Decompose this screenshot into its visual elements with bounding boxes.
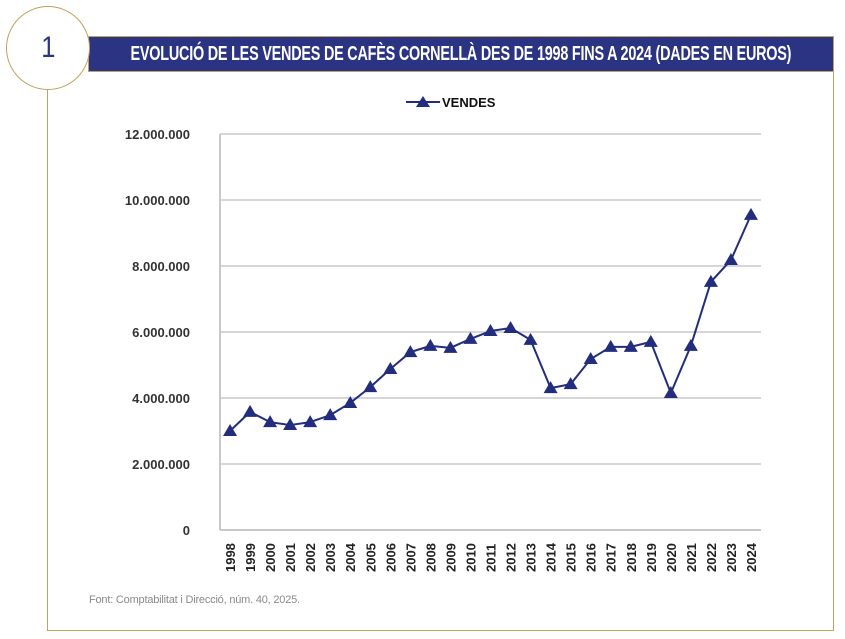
x-tick-label: 2017 bbox=[604, 543, 619, 572]
x-tick-label: 2018 bbox=[624, 543, 639, 572]
x-tick-label: 2004 bbox=[343, 542, 358, 572]
data-point-marker bbox=[543, 381, 558, 394]
data-point-marker bbox=[403, 345, 418, 358]
y-tick-label: 10.000.000 bbox=[125, 193, 190, 208]
x-tick-label: 2001 bbox=[283, 543, 298, 572]
x-tick-label: 2007 bbox=[403, 543, 418, 572]
data-point-marker bbox=[463, 331, 478, 344]
x-tick-label: 2011 bbox=[484, 544, 499, 572]
data-point-marker bbox=[303, 415, 318, 428]
data-point-marker bbox=[603, 339, 618, 352]
data-point-marker bbox=[723, 253, 738, 266]
data-point-marker bbox=[563, 377, 578, 390]
source-note: Font: Comptabilitat i Direcció, núm. 40,… bbox=[89, 594, 300, 606]
legend: VENDES bbox=[406, 95, 496, 110]
title-bar: Evolució de les vendes de Cafès Cornellà… bbox=[88, 36, 834, 72]
gridlines bbox=[220, 133, 761, 465]
x-tick-label: 2021 bbox=[684, 543, 699, 572]
figure-number-badge: 1 bbox=[6, 6, 90, 90]
y-tick-label: 6.000.000 bbox=[132, 325, 190, 340]
data-point-marker bbox=[583, 352, 598, 365]
y-tick-label: 4.000.000 bbox=[132, 391, 190, 406]
data-point-marker bbox=[703, 274, 718, 287]
data-point-marker bbox=[223, 424, 238, 436]
data-point-marker bbox=[323, 408, 338, 421]
y-tick-label: 0 bbox=[183, 523, 190, 538]
x-tick-label: 2006 bbox=[383, 543, 398, 572]
legend-label: VENDES bbox=[442, 95, 496, 110]
data-point-marker bbox=[443, 340, 458, 353]
x-tick-label: 2016 bbox=[584, 543, 599, 572]
x-tick-label: 1998 bbox=[223, 543, 238, 572]
x-tick-label: 2003 bbox=[323, 543, 338, 572]
y-tick-label: 8.000.000 bbox=[132, 259, 190, 274]
x-tick-label: 2009 bbox=[443, 543, 458, 572]
x-tick-label: 2012 bbox=[504, 543, 519, 572]
data-point-marker bbox=[243, 404, 258, 417]
x-tick-label: 2022 bbox=[704, 543, 719, 572]
data-point-marker bbox=[683, 338, 698, 351]
y-tick-label: 2.000.000 bbox=[132, 457, 190, 472]
x-tick-label: 2024 bbox=[744, 542, 759, 572]
x-tick-label: 2019 bbox=[644, 543, 659, 572]
data-point-marker bbox=[623, 339, 638, 352]
x-tick-label: 2005 bbox=[363, 543, 378, 572]
data-point-marker bbox=[383, 361, 398, 374]
x-tick-label: 2013 bbox=[524, 543, 539, 572]
chart-frame bbox=[47, 64, 834, 631]
data-point-marker bbox=[263, 415, 278, 428]
y-tick-label: 12.000.000 bbox=[125, 127, 190, 142]
data-point-marker bbox=[663, 386, 678, 399]
x-tick-label: 2000 bbox=[263, 543, 278, 572]
series-vendes bbox=[223, 207, 758, 436]
x-tick-label: 2010 bbox=[463, 543, 478, 572]
data-point-marker bbox=[283, 418, 298, 431]
x-tick-label: 2020 bbox=[664, 543, 679, 572]
data-point-marker bbox=[363, 380, 378, 393]
data-point-marker bbox=[523, 332, 538, 345]
x-tick-label: 2008 bbox=[423, 543, 438, 572]
axes bbox=[219, 134, 761, 531]
figure-number: 1 bbox=[40, 31, 56, 64]
data-point-marker bbox=[643, 334, 658, 347]
x-tick-label: 1999 bbox=[243, 543, 258, 572]
x-axis-tick-labels: 1998 1999 2000 2001 2002 2003 2004 2005 2006 2007… bbox=[223, 542, 759, 572]
x-tick-label: 2023 bbox=[724, 543, 739, 572]
data-point-marker bbox=[483, 324, 498, 337]
x-tick-label: 2014 bbox=[544, 542, 559, 572]
x-tick-label: 2015 bbox=[564, 543, 579, 572]
x-tick-label: 2002 bbox=[303, 543, 318, 572]
chart-title: Evolució de les vendes de Cafès Cornellà… bbox=[130, 42, 792, 65]
y-axis-tick-labels: 0 2.000.000 4.000.000 6.000.000 8.000.000 10.… bbox=[125, 127, 190, 538]
data-point-marker bbox=[423, 338, 438, 351]
legend-marker bbox=[416, 96, 430, 107]
data-point-marker bbox=[503, 321, 518, 334]
data-point-marker bbox=[343, 395, 358, 408]
data-point-marker bbox=[743, 207, 758, 220]
